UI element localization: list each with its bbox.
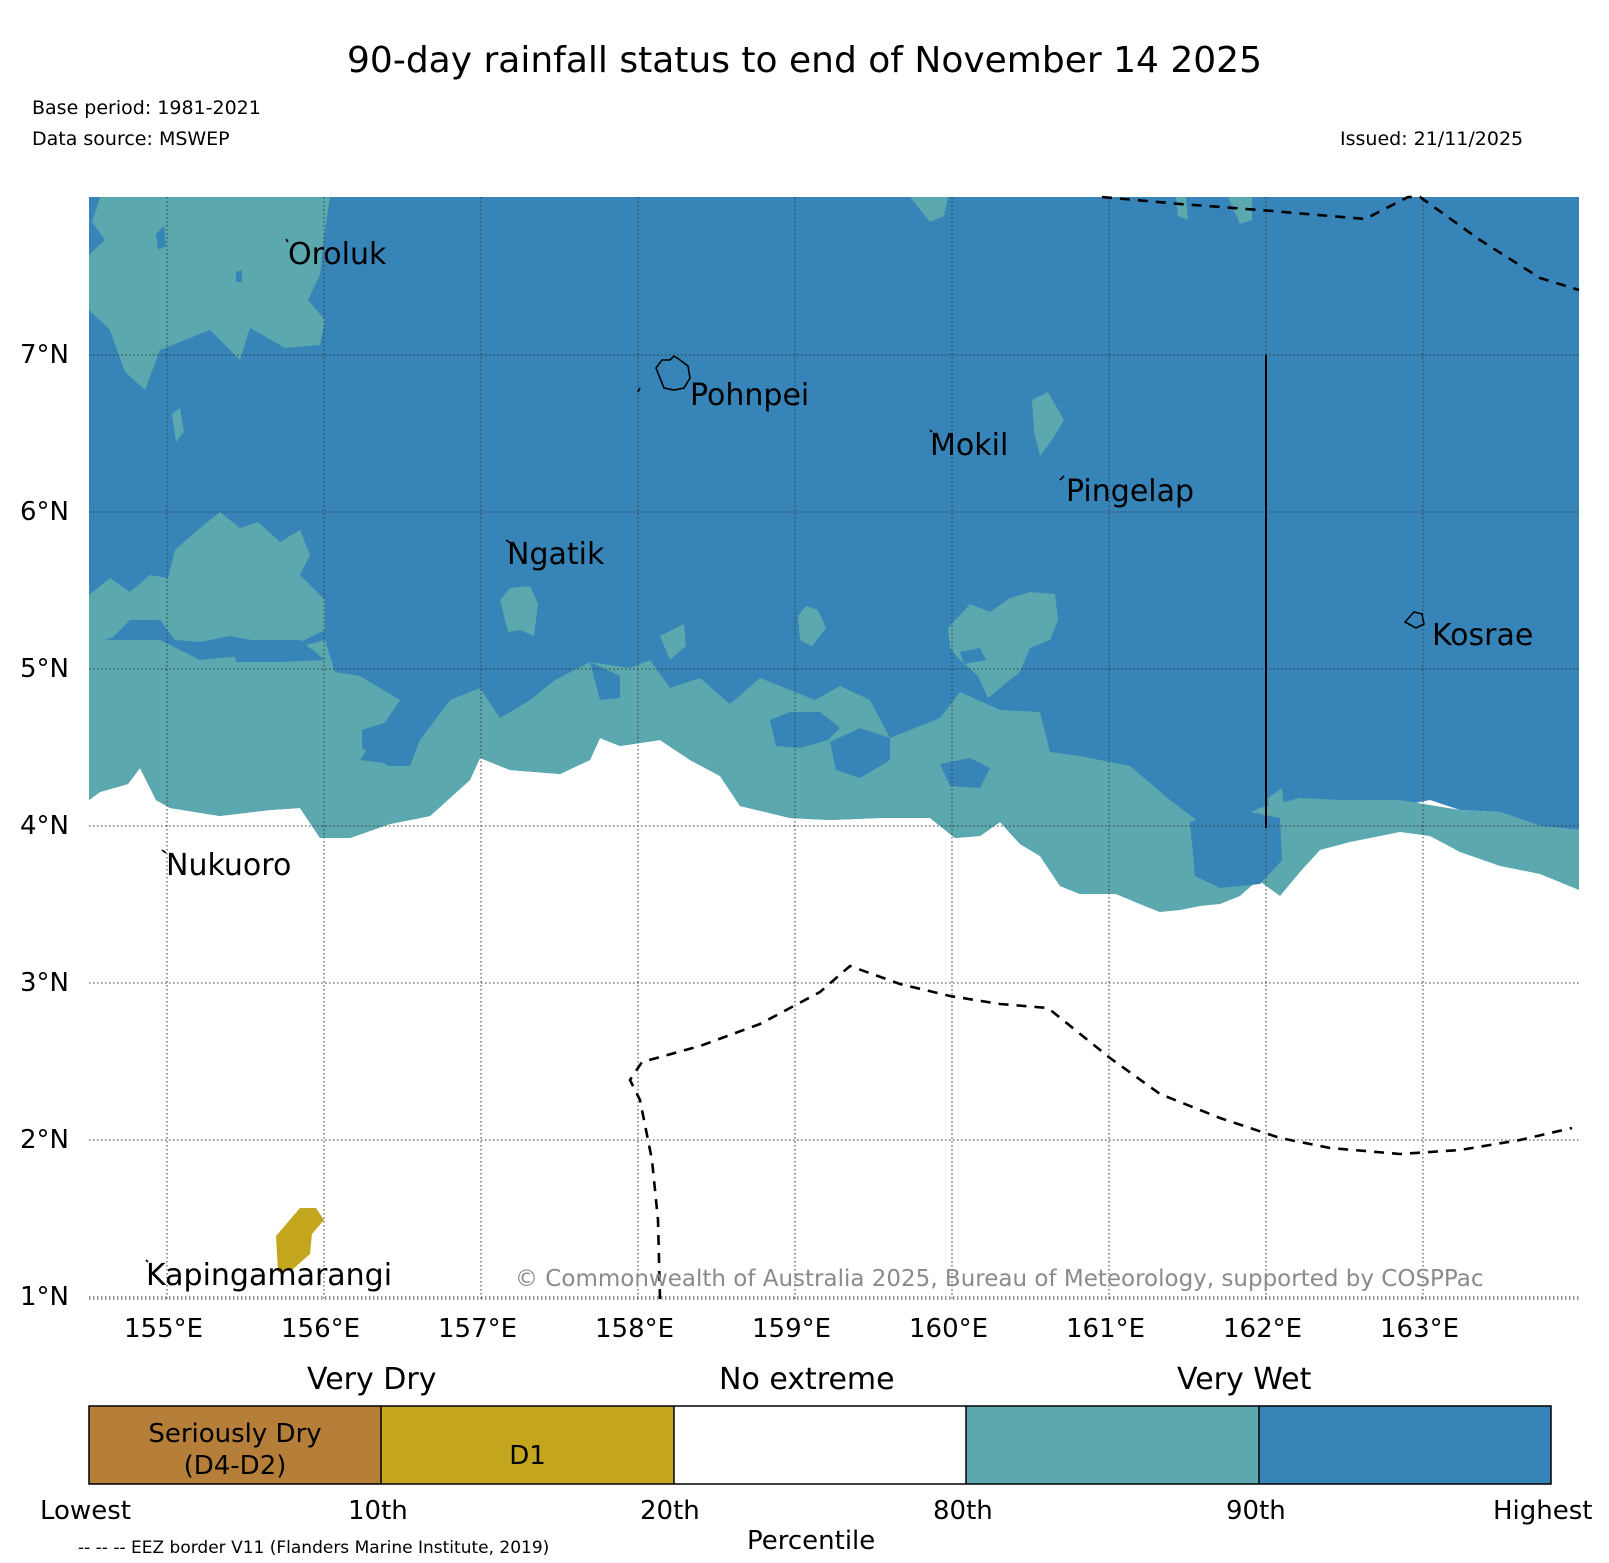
lon-label-162e: 162°E [1223,1314,1303,1344]
legend-swatch-seriously-dry [89,1406,381,1484]
lon-label-160e: 160°E [909,1314,989,1344]
legend-seriously-dry-label: Seriously Dry (D4-D2) [89,1418,381,1482]
copyright-notice: © Commonwealth of Australia 2025, Bureau… [515,1266,1484,1292]
percentile-axis-label: Percentile [747,1526,876,1556]
island-outlines [145,238,1425,1263]
lat-label-5n: 5°N [20,654,69,684]
lat-label-7n: 7°N [20,340,69,370]
place-pohnpei: Pohnpei [690,378,810,413]
lon-label-157e: 157°E [438,1314,518,1344]
place-pingelap: Pingelap [1066,474,1195,509]
legend-swatch-d1 [381,1406,674,1484]
lat-label-3n: 3°N [20,968,69,998]
legend-no-extreme: No extreme [719,1362,895,1397]
kosrae-island [1403,611,1425,629]
pingelap-mark [1059,475,1065,481]
pct-80th: 80th [933,1496,993,1526]
data-source: Data source: MSWEP [32,128,230,150]
pct-90th: 90th [1226,1496,1286,1526]
nukuoro-mark [161,849,167,854]
place-nukuoro: Nukuoro [166,848,292,883]
map-title: 90-day rainfall status to end of Novembe… [347,40,1262,81]
mokil-mark [929,429,933,433]
ant-mark [637,387,641,393]
lat-label-2n: 2°N [20,1125,69,1155]
legend-swatch-very-wet [1259,1406,1551,1484]
lat-label-4n: 4°N [20,811,69,841]
lat-label-1n: 1°N [20,1282,69,1312]
lat-label-6n: 6°N [20,497,69,527]
place-mokil: Mokil [930,428,1009,463]
lon-label-159e: 159°E [752,1314,832,1344]
eez-borders [628,195,1580,1300]
eez-footnote: -- -- -- EEZ border V11 (Flanders Marine… [78,1538,550,1558]
lon-label-155e: 155°E [124,1314,204,1344]
place-kapingamarangi: Kapingamarangi [146,1258,393,1293]
gridlines [89,197,1579,1299]
lon-label-161e: 161°E [1066,1314,1146,1344]
pct-10th: 10th [348,1496,408,1526]
lon-label-156e: 156°E [281,1314,361,1344]
legend-very-wet: Very Wet [1177,1362,1312,1397]
issued-date: Issued: 21/11/2025 [1340,128,1524,150]
very-wet-patches [110,226,1282,888]
lon-label-163e: 163°E [1380,1314,1460,1344]
place-ngatik: Ngatik [507,537,605,572]
legend-d1-label: D1 [509,1441,546,1471]
d1-patch [276,1208,324,1272]
place-kosrae: Kosrae [1432,618,1534,653]
legend-very-dry: Very Dry [307,1362,437,1397]
kapinga-mark [145,1259,149,1263]
ngatik-mark [505,539,513,545]
legend-swatch-no-extreme [674,1406,966,1484]
place-oroluk: Oroluk [288,237,387,272]
legend-seriously-dry-line1: Seriously Dry [148,1419,322,1449]
base-period: Base period: 1981-2021 [32,97,261,119]
legend-swatch-wet [966,1406,1259,1484]
pohnpei-island [655,354,691,391]
lon-label-158e: 158°E [595,1314,675,1344]
legend-colorbar [88,1405,1552,1485]
pct-lowest: Lowest [40,1496,131,1526]
oroluk-mark [285,238,289,243]
legend-seriously-dry-line2: (D4-D2) [183,1451,287,1481]
pct-highest: Highest [1493,1496,1593,1526]
pct-20th: 20th [640,1496,700,1526]
